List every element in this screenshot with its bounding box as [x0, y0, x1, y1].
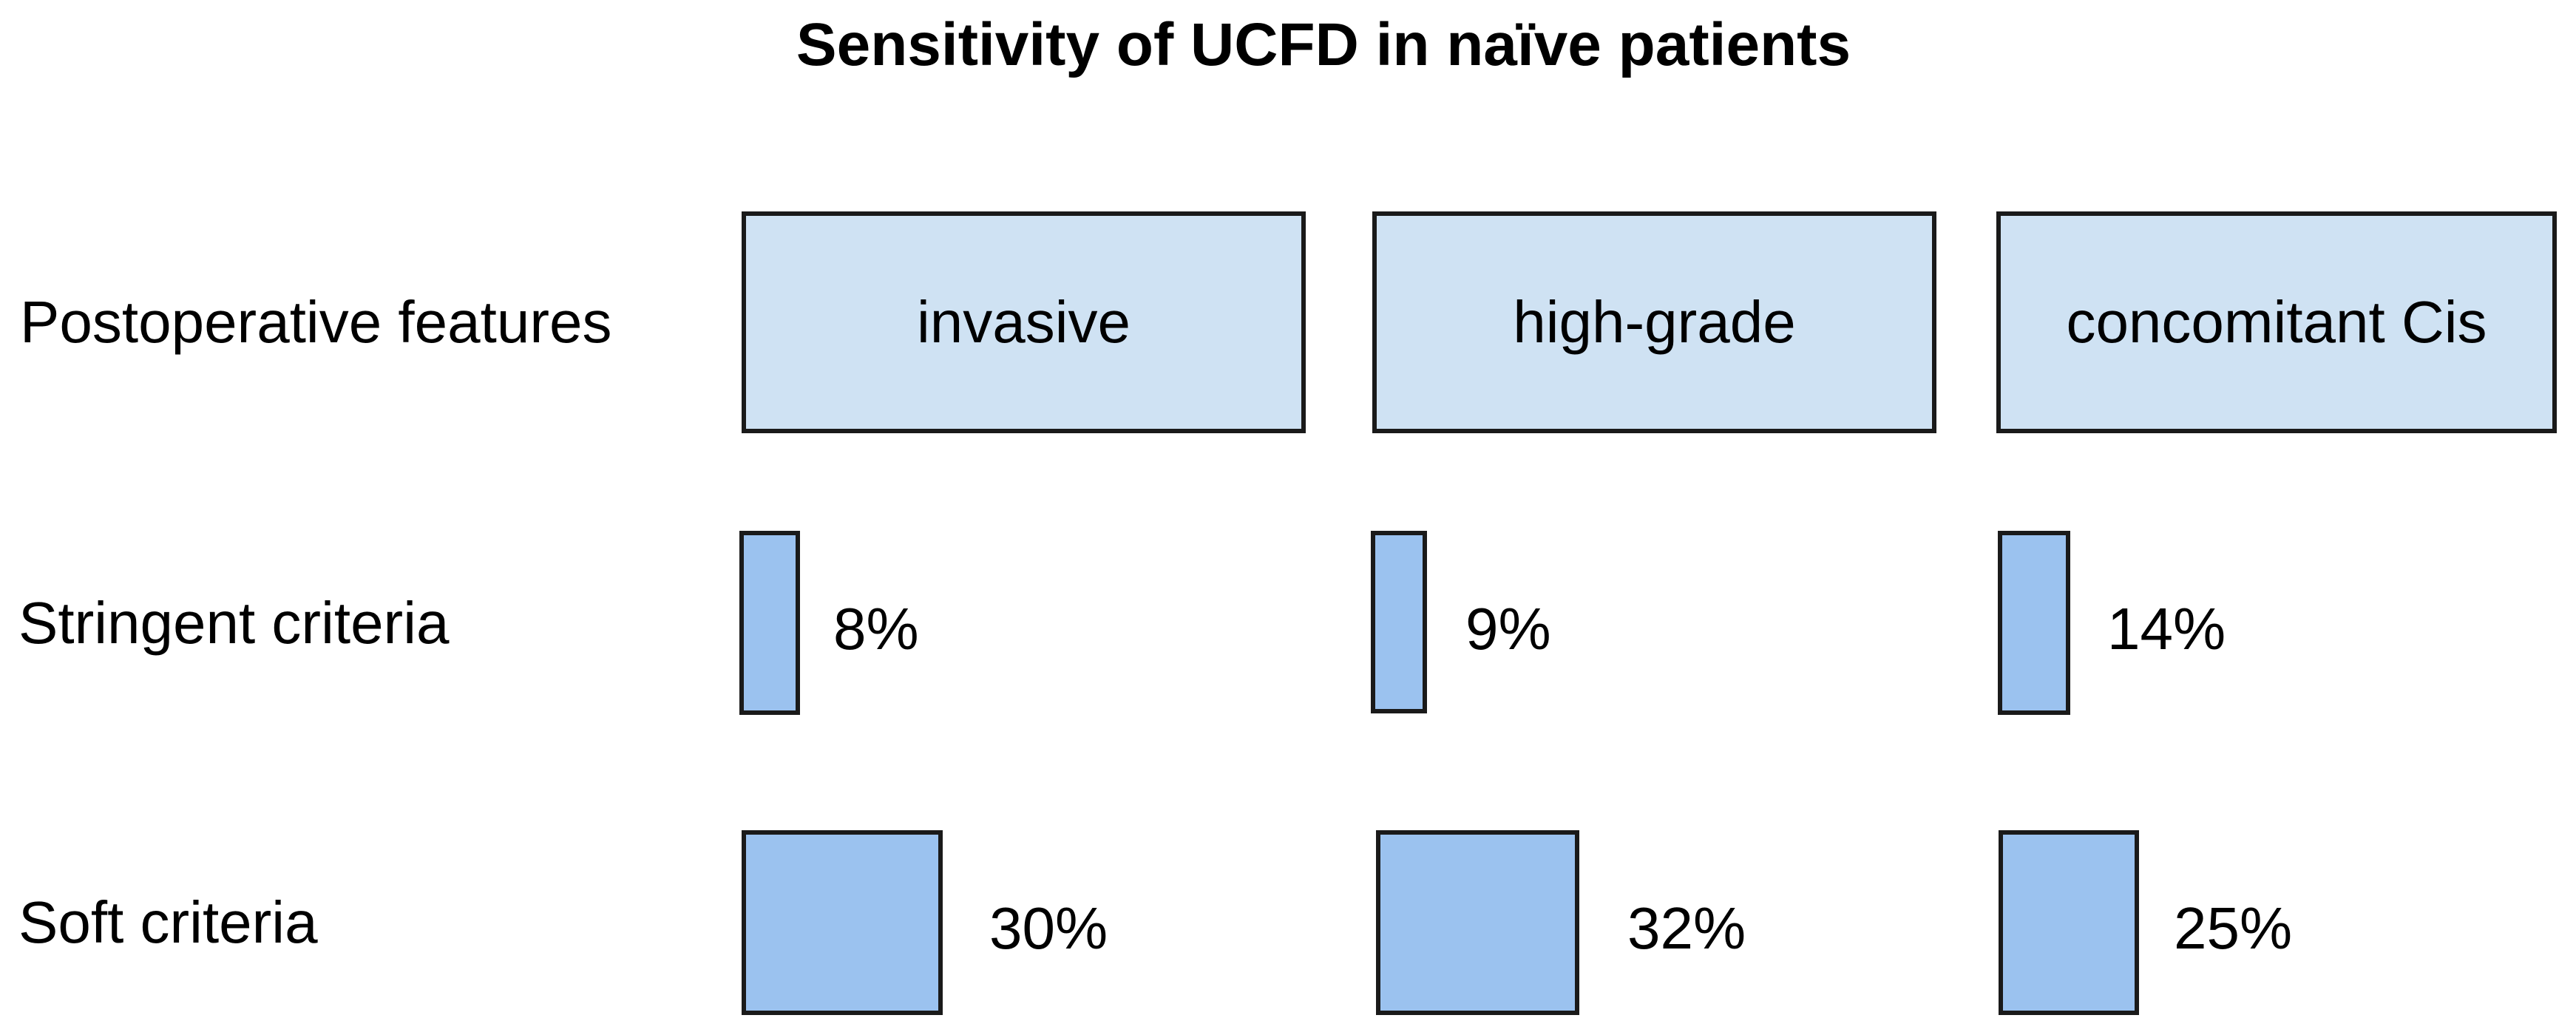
category-label-concomitant-cis: concomitant Cis [2066, 289, 2487, 355]
soft-value-high-grade: 32% [1627, 895, 1746, 961]
chart-title: Sensitivity of UCFD in naïve patients [796, 11, 1851, 78]
category-label-invasive: invasive [916, 289, 1131, 355]
row-label-stringent-criteria: Stringent criteria [18, 589, 450, 656]
soft-bar-high-grade [1376, 830, 1579, 1015]
soft-bar-concomitant-cis [1999, 830, 2139, 1015]
stringent-bar-concomitant-cis [1998, 531, 2070, 715]
row-label-soft-criteria: Soft criteria [18, 889, 318, 955]
soft-bar-invasive [742, 830, 943, 1015]
stringent-value-concomitant-cis: 14% [2107, 595, 2226, 662]
category-box-concomitant-cis: concomitant Cis [1996, 211, 2557, 433]
row-label-postoperative-features: Postoperative features [20, 289, 612, 355]
stringent-bar-high-grade [1371, 531, 1427, 713]
stringent-value-invasive: 8% [833, 595, 919, 662]
category-label-high-grade: high-grade [1513, 289, 1796, 355]
stringent-value-high-grade: 9% [1465, 595, 1551, 662]
stringent-bar-invasive [739, 531, 800, 715]
soft-value-invasive: 30% [989, 895, 1108, 961]
soft-value-concomitant-cis: 25% [2174, 895, 2293, 961]
category-box-invasive: invasive [742, 211, 1306, 433]
category-box-high-grade: high-grade [1372, 211, 1936, 433]
